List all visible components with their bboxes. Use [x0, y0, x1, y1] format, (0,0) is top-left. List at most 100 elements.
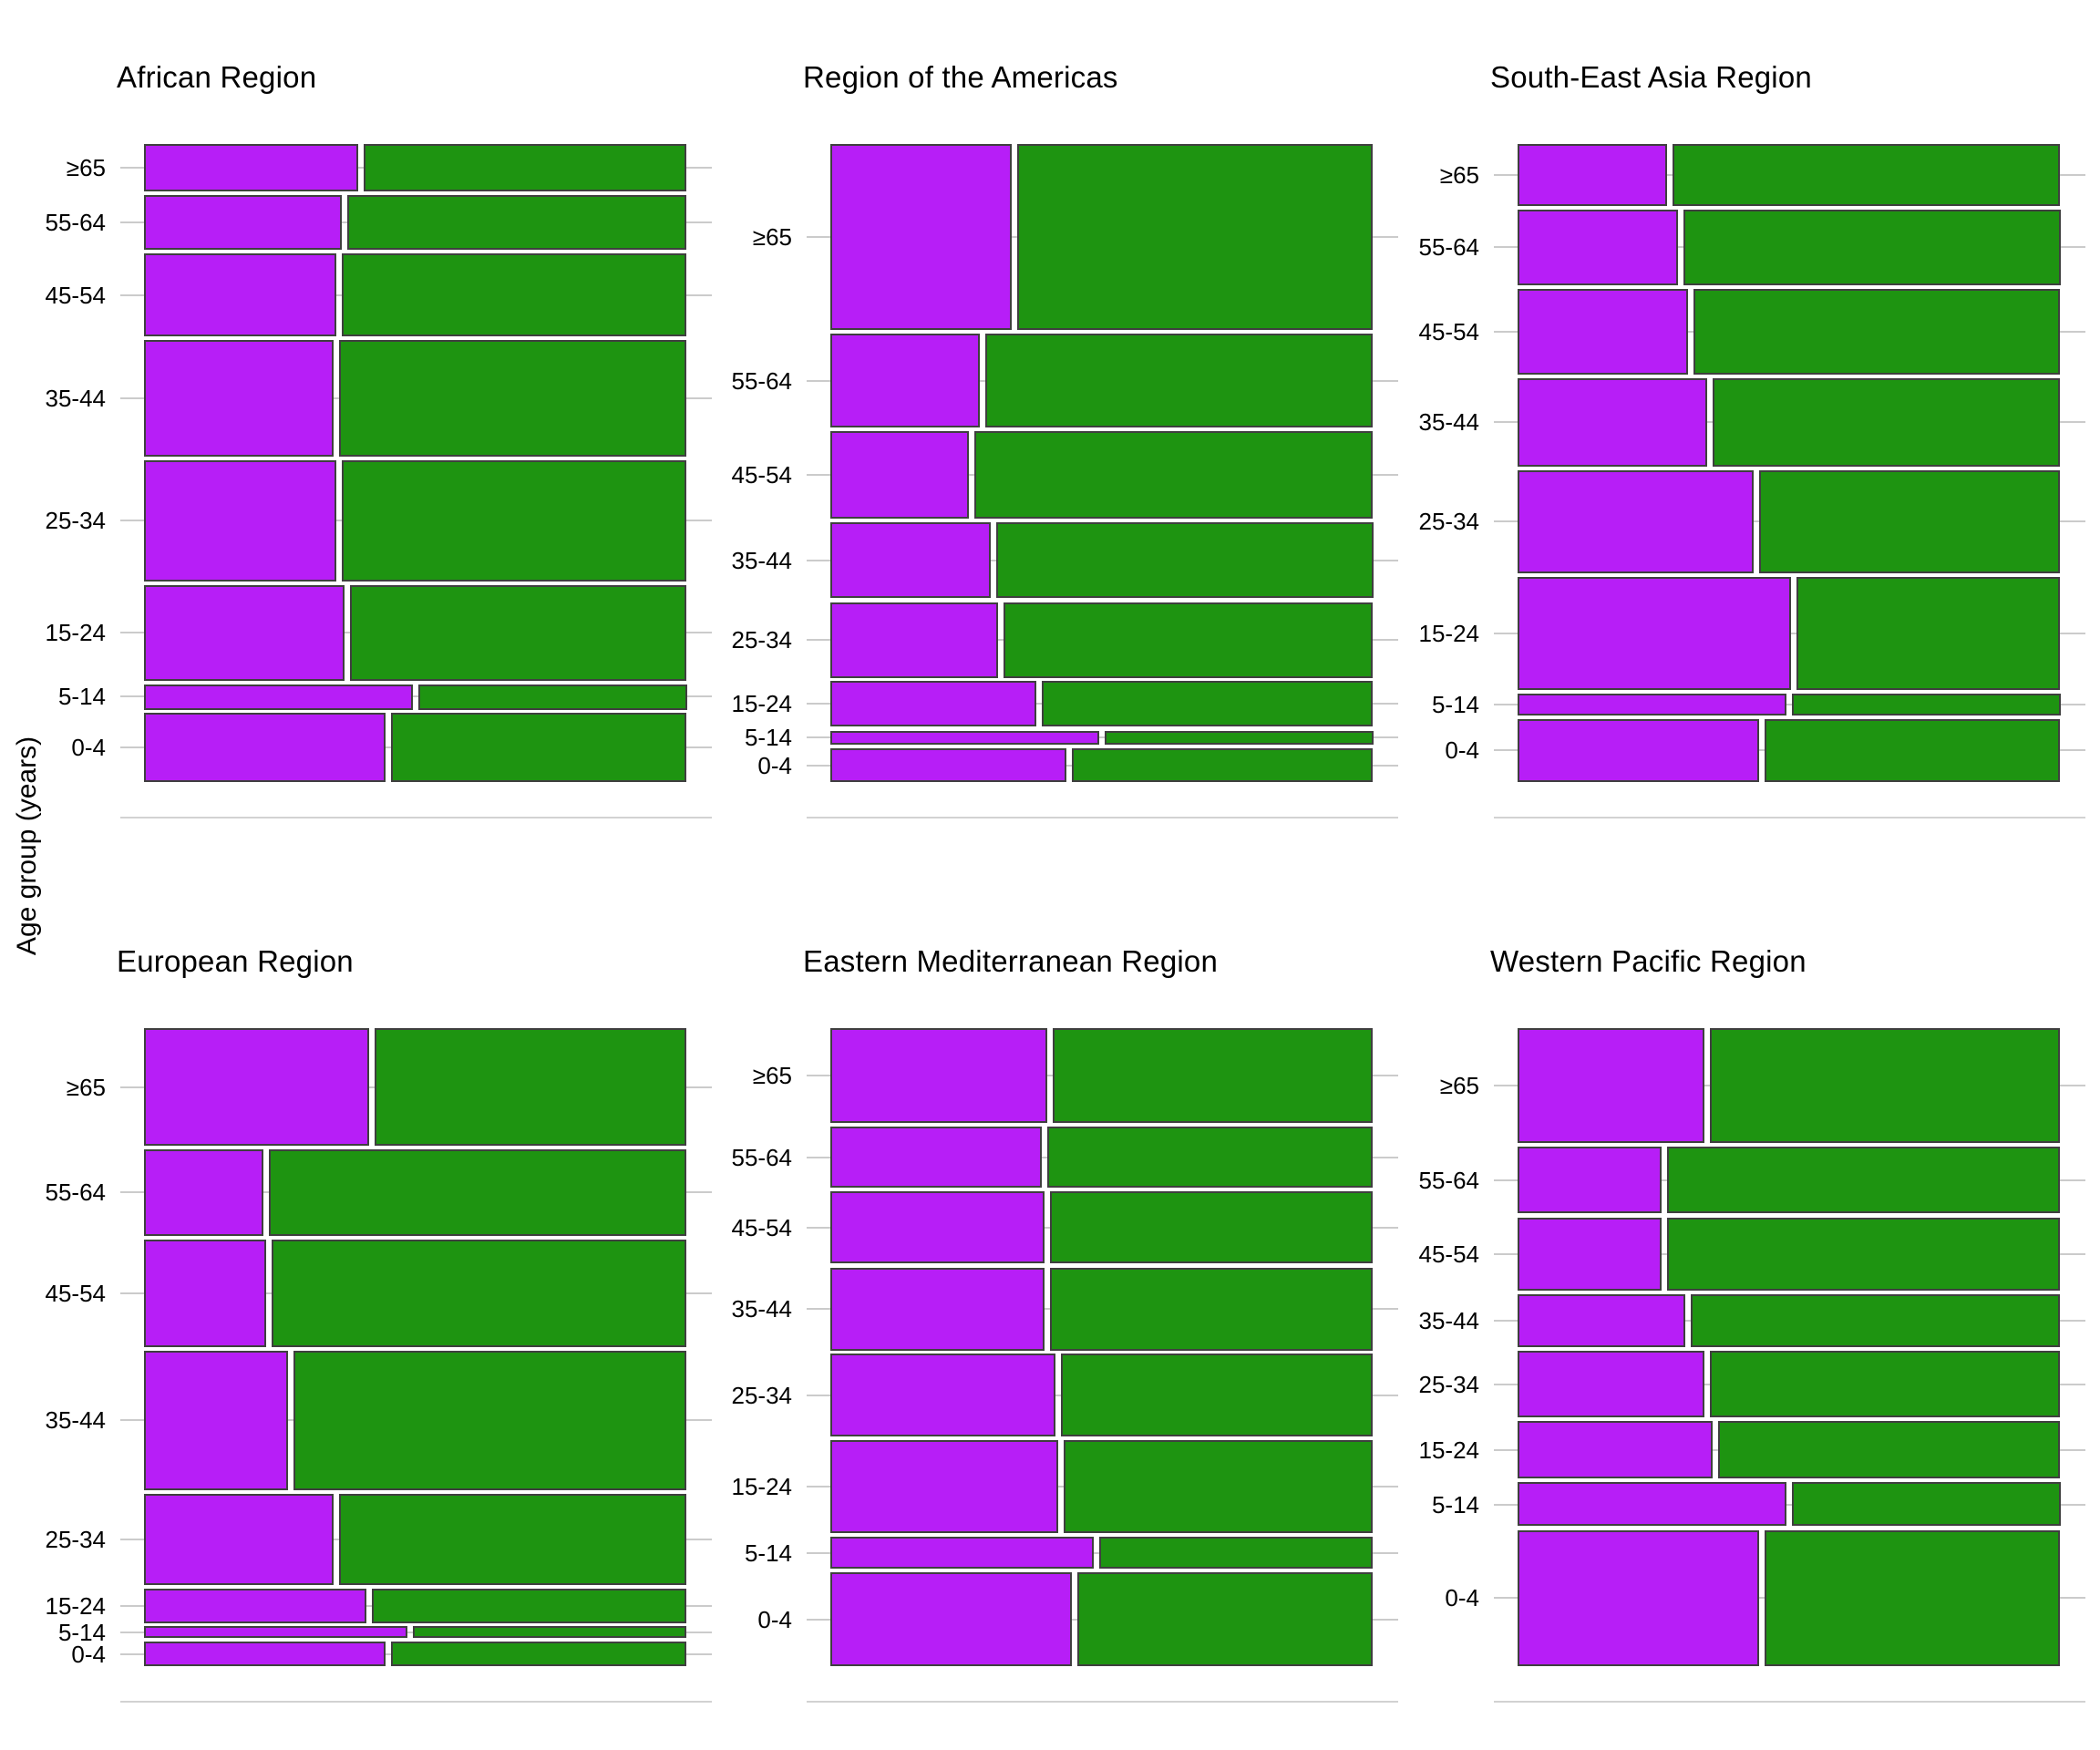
bar-purple-segment — [1518, 1482, 1786, 1526]
bar-purple-segment — [1518, 144, 1667, 206]
bar-purple-segment — [830, 1268, 1045, 1351]
age-axis-label: 5-14 — [57, 683, 106, 710]
bar-green-segment — [1072, 748, 1373, 782]
bar-row — [830, 1354, 1373, 1436]
age-axis-label: 35-44 — [45, 385, 107, 412]
age-axis-label: 45-54 — [731, 1214, 793, 1241]
bar-row — [1518, 1530, 2060, 1666]
bar-purple-segment — [1518, 470, 1754, 573]
bar-row — [1518, 470, 2060, 573]
bar-purple-segment — [830, 1354, 1055, 1436]
age-axis-label: 15-24 — [45, 619, 107, 646]
bar-green-segment — [364, 144, 686, 191]
bar-green-segment — [1667, 1218, 2060, 1291]
bar-row — [1518, 577, 2060, 690]
bar-row — [144, 1589, 686, 1623]
bar-green-segment — [1710, 1351, 2060, 1417]
bar-green-segment — [391, 1642, 686, 1666]
bar-green-segment — [342, 460, 686, 582]
bar-purple-segment — [144, 1149, 263, 1236]
age-axis-label: 45-54 — [1418, 318, 1480, 345]
bar-purple-segment — [144, 460, 336, 582]
age-axis-label: 5-14 — [744, 1539, 792, 1567]
bar-purple-segment — [830, 1028, 1047, 1123]
bar-purple-segment — [830, 1127, 1042, 1188]
bar-green-segment — [1710, 1028, 2060, 1143]
age-axis-label: 55-64 — [731, 1144, 793, 1171]
age-axis-label: ≥65 — [1439, 161, 1479, 189]
age-axis-label: 35-44 — [45, 1406, 107, 1434]
bar-purple-segment — [1518, 577, 1791, 690]
bar-green-segment — [339, 340, 686, 457]
age-axis-label: 25-34 — [45, 507, 107, 534]
bar-purple-segment — [830, 522, 991, 598]
bar-green-segment — [1061, 1354, 1373, 1436]
age-axis-label: ≥65 — [66, 1074, 106, 1101]
bar-purple-segment — [144, 1240, 266, 1347]
age-axis-label: 0-4 — [1445, 1584, 1479, 1611]
bar-green-segment — [996, 522, 1374, 598]
bar-green-segment — [1017, 144, 1373, 330]
bar-purple-segment — [830, 731, 1099, 745]
bar-row — [144, 685, 687, 710]
chart-african-region: African Region ≥65 55-64 45-54 35-44 25-34 15-… — [18, 0, 738, 866]
bar-purple-segment — [144, 1642, 386, 1666]
bar-purple-segment — [144, 1351, 288, 1490]
age-axis-label: 0-4 — [1445, 736, 1479, 764]
age-axis-label: 0-4 — [71, 734, 106, 761]
bar-row — [1518, 378, 2060, 467]
bar-row — [144, 253, 686, 336]
bar-purple-segment — [144, 585, 345, 681]
bar-purple-segment — [1518, 1294, 1685, 1347]
bar-purple-segment — [1518, 1147, 1662, 1213]
bar-row — [144, 1351, 686, 1490]
bar-purple-segment — [830, 1191, 1045, 1263]
age-axis-label: 0-4 — [71, 1641, 106, 1668]
bar-row — [830, 1572, 1373, 1666]
age-axis-label: 0-4 — [757, 1606, 792, 1633]
bar-purple-segment — [1518, 694, 1786, 715]
bar-row — [830, 431, 1373, 519]
bar-purple-segment — [1518, 1421, 1713, 1478]
bar-green-segment — [339, 1494, 686, 1585]
age-axis-label: 15-24 — [1418, 1436, 1480, 1464]
bar-purple-segment — [830, 602, 998, 678]
bar-row — [144, 1028, 686, 1146]
age-axis-label: 5-14 — [1431, 691, 1479, 718]
age-axis-label: 15-24 — [731, 690, 793, 717]
bar-purple-segment — [144, 685, 413, 710]
bar-purple-segment — [1518, 1218, 1662, 1291]
chart-western-pacific-region: Western Pacific Region ≥65 55-64 45-54 35-44… — [1392, 884, 2100, 1750]
bar-row — [830, 334, 1373, 427]
bar-green-segment — [413, 1626, 686, 1638]
age-axis-label: 35-44 — [1418, 1307, 1480, 1334]
bar-purple-segment — [830, 1572, 1072, 1666]
bar-row — [144, 1149, 686, 1236]
bar-purple-segment — [1518, 210, 1678, 285]
bar-purple-segment — [1518, 719, 1759, 782]
bar-green-segment — [985, 334, 1373, 427]
bar-green-segment — [974, 431, 1373, 519]
bar-green-segment — [1667, 1147, 2060, 1213]
bar-row — [1518, 1218, 2060, 1291]
bar-green-segment — [418, 685, 687, 710]
bar-green-segment — [1796, 577, 2060, 690]
bar-row — [1518, 694, 2061, 715]
age-axis-label: 35-44 — [731, 547, 793, 574]
bar-green-segment — [350, 585, 686, 681]
bar-row — [830, 1268, 1373, 1351]
bar-green-segment — [1683, 210, 2061, 285]
bar-green-segment — [1050, 1268, 1373, 1351]
age-axis-label: 15-24 — [45, 1592, 107, 1620]
age-axis-label: 55-64 — [1418, 1167, 1480, 1194]
bar-green-segment — [347, 195, 686, 250]
bar-purple-segment — [144, 195, 342, 250]
age-axis-label: 25-34 — [1418, 1371, 1480, 1398]
bar-row — [1518, 1351, 2060, 1417]
chart-title: Western Pacific Region — [1490, 944, 1807, 978]
bar-green-segment — [372, 1589, 686, 1623]
bar-row — [144, 340, 686, 457]
bar-row — [144, 195, 686, 250]
chart-european-region: European Region ≥65 55-64 45-54 35-44 25-34 15… — [18, 884, 738, 1750]
bar-purple-segment — [144, 144, 358, 191]
